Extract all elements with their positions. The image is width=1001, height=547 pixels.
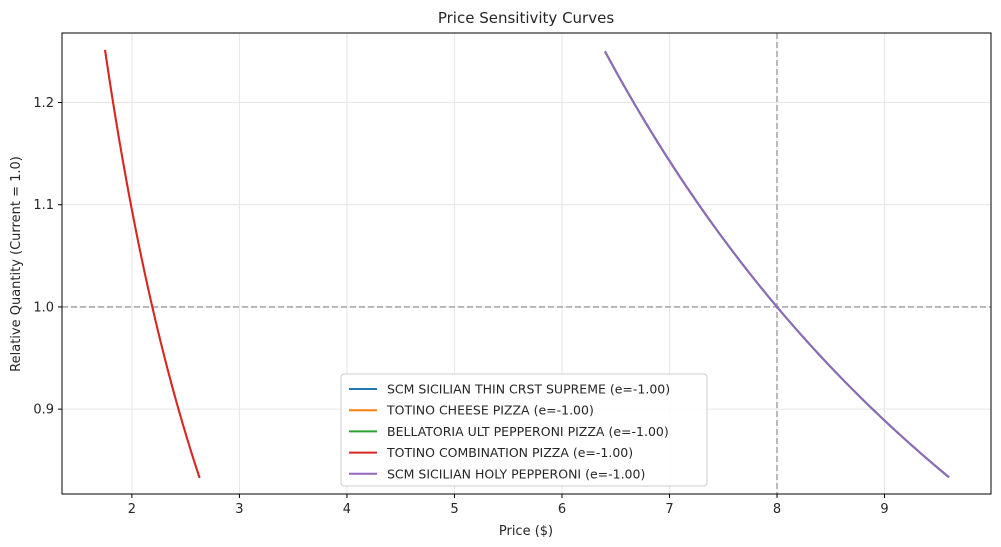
legend-label: SCM SICILIAN THIN CRST SUPREME (e=-1.00) <box>387 382 670 397</box>
reference-lines <box>62 33 991 494</box>
chart-title: Price Sensitivity Curves <box>438 9 614 27</box>
x-tick-label: 5 <box>450 502 458 517</box>
legend-box <box>340 373 708 487</box>
series-line-5 <box>604 50 950 479</box>
y-axis-label: Relative Quantity (Current = 1.0) <box>9 156 24 372</box>
x-tick-label: 8 <box>773 502 781 517</box>
x-tick-label: 9 <box>880 502 888 517</box>
y-tick-label: 1.2 <box>33 96 54 111</box>
plot-frame <box>61 32 992 495</box>
series-line-2 <box>104 49 201 479</box>
series-line-4 <box>104 49 201 479</box>
x-tick-label: 2 <box>128 502 136 517</box>
legend-label: TOTINO CHEESE PIZZA (e=-1.00) <box>386 403 594 418</box>
x-axis-ticks: 2 3 4 5 6 7 8 9 <box>128 494 889 517</box>
legend: SCM SICILIAN THIN CRST SUPREME (e=-1.00)… <box>340 373 708 487</box>
x-tick-label: 6 <box>558 502 566 517</box>
y-tick-label: 1.0 <box>33 300 54 315</box>
y-axis-ticks: 0.9 1.0 1.1 1.2 <box>33 96 62 418</box>
series-lines <box>104 49 950 479</box>
legend-label: SCM SICILIAN HOLY PEPPERONI (e=-1.00) <box>387 466 645 481</box>
x-tick-label: 7 <box>665 502 673 517</box>
legend-label: TOTINO COMBINATION PIZZA (e=-1.00) <box>386 445 633 460</box>
x-tick-label: 4 <box>343 502 351 517</box>
y-tick-label: 0.9 <box>33 403 54 418</box>
x-axis-label: Price ($) <box>499 524 553 539</box>
legend-label: BELLATORIA ULT PEPPERONI PIZZA (e=-1.00) <box>387 424 669 439</box>
y-tick-label: 1.1 <box>33 198 54 213</box>
x-tick-label: 3 <box>235 502 243 517</box>
